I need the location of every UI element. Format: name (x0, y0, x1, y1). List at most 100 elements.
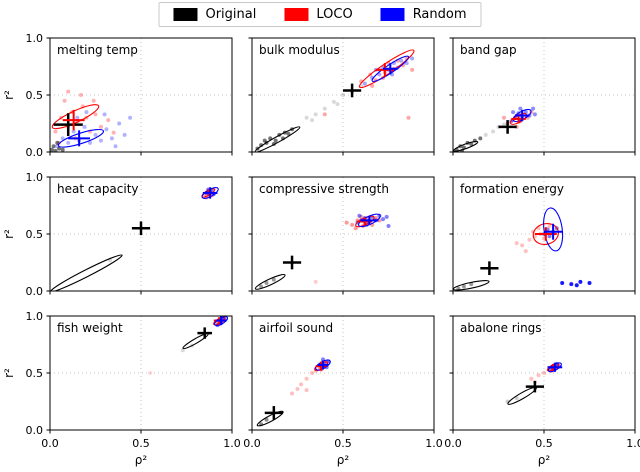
x-tick-label: 0.0 (243, 437, 261, 450)
scatter-point-random (569, 282, 574, 287)
x-axis-label: ρ² (135, 453, 148, 467)
legend-swatch-original (173, 8, 198, 21)
x-tick-label: 0.0 (444, 437, 462, 450)
x-tick-label: 0.0 (41, 437, 59, 450)
scatter-point-random (578, 279, 583, 284)
scatter-point-loco (295, 386, 300, 391)
covariance-ellipse-original (256, 410, 284, 427)
scatter-point-loco (148, 371, 153, 375)
y-tick-label: 1.0 (26, 310, 44, 323)
scatter-point-loco (290, 391, 295, 396)
legend-label-original: Original (205, 7, 257, 22)
subplot-compressive-strength: compressive strength (248, 176, 435, 295)
y-tick-label: 0.0 (26, 424, 44, 437)
scatter-point-loco (350, 222, 355, 227)
data-layer (505, 361, 563, 405)
scatter-point-original (60, 147, 65, 152)
scatter-point-original (483, 132, 488, 137)
subplot-airfoil-sound: airfoil sound 0.0 0.5 1.0 ρ² (243, 315, 443, 467)
subplot-formation-energy: formation energy (449, 176, 636, 295)
data-layer (50, 186, 219, 291)
data-layer (256, 357, 331, 427)
scatter-point-original (271, 277, 276, 282)
scatter-point-random (113, 144, 118, 149)
scatter-point-original (313, 112, 318, 117)
x-axis-label: ρ² (538, 453, 551, 467)
scatter-point-loco (514, 241, 519, 246)
scatter-point-loco (547, 224, 552, 229)
covariance-ellipse-original (50, 254, 123, 291)
scatter-point-random (386, 224, 391, 229)
scatter-point-original (264, 417, 269, 422)
subplot-title: formation energy (460, 182, 564, 196)
scatter-point-loco (304, 388, 309, 393)
covariance-ellipse-original (254, 126, 301, 152)
scatter-point-original (461, 284, 466, 289)
scatter-point-original (273, 138, 278, 143)
scatter-point-random (518, 106, 523, 111)
scatter-point-original (264, 281, 269, 286)
scatter-point-loco (62, 98, 67, 103)
scatter-point-loco (501, 115, 506, 120)
legend-item-original: Original (173, 7, 256, 22)
scatter-point-random (102, 112, 107, 117)
legend-label-random: Random (412, 7, 467, 22)
covariance-ellipse-original (453, 140, 479, 152)
subplot-title: band gap (460, 43, 517, 57)
subplot-title: abalone rings (460, 321, 542, 335)
scatter-point-original (322, 106, 327, 111)
y-tick-label: 0.5 (26, 89, 44, 102)
scatter-point-random (410, 56, 415, 61)
scatter-point-random (75, 115, 80, 120)
scatter-point-random (71, 129, 76, 134)
subplot-title: airfoil sound (259, 321, 333, 335)
x-tick-label: 1.0 (626, 437, 640, 450)
y-tick-label: 0.5 (26, 228, 44, 241)
scatter-point-original (501, 122, 506, 127)
scatter-point-original (478, 136, 483, 141)
scatter-point-original (51, 144, 56, 149)
scatter-point-original (53, 148, 58, 152)
legend-swatch-loco (284, 8, 309, 21)
scatter-point-random (357, 213, 362, 218)
scatter-point-original (341, 93, 345, 97)
scatter-point-random (399, 58, 404, 63)
scatter-point-loco (527, 237, 532, 242)
scatter-point-loco (353, 226, 358, 231)
legend: Original LOCO Random (158, 2, 482, 27)
covariance-ellipse-loco (355, 215, 375, 228)
x-axis-label: ρ² (337, 453, 350, 467)
y-tick-label: 0.0 (26, 146, 44, 159)
scatter-point-random (66, 140, 71, 145)
data-layer (254, 213, 391, 290)
legend-label-loco: LOCO (316, 7, 353, 22)
scatter-point-random (93, 132, 98, 137)
scatter-point-random (98, 138, 103, 143)
scatter-point-random (532, 112, 537, 117)
scatter-point-loco (370, 83, 375, 88)
scatter-point-loco (542, 371, 546, 375)
scatter-point-loco (98, 124, 103, 129)
covariance-ellipse-random (543, 207, 564, 252)
scatter-point-original (57, 146, 62, 151)
y-tick-label: 1.0 (26, 32, 44, 45)
scatter-point-random (122, 132, 127, 137)
y-tick-label: 1.0 (26, 171, 44, 184)
scatter-point-loco (66, 89, 71, 94)
scatter-point-loco (410, 67, 415, 72)
scatter-point-loco (520, 243, 525, 248)
scatter-point-random (104, 127, 109, 132)
scatter-point-loco (111, 130, 116, 135)
x-tick-label: 1.0 (223, 437, 241, 450)
scatter-point-loco (536, 373, 541, 378)
scatter-point-random (560, 281, 565, 286)
scatter-point-random (109, 136, 114, 141)
y-axis-label: r² (2, 90, 16, 100)
data-layer (50, 89, 133, 152)
x-tick-label: 0.5 (132, 437, 150, 450)
scatter-point-random (381, 217, 386, 222)
scatter-point-loco (304, 376, 309, 381)
scatter-point-loco (53, 129, 58, 134)
covariance-ellipse-loco (51, 104, 100, 130)
scatter-point-random (547, 234, 552, 239)
